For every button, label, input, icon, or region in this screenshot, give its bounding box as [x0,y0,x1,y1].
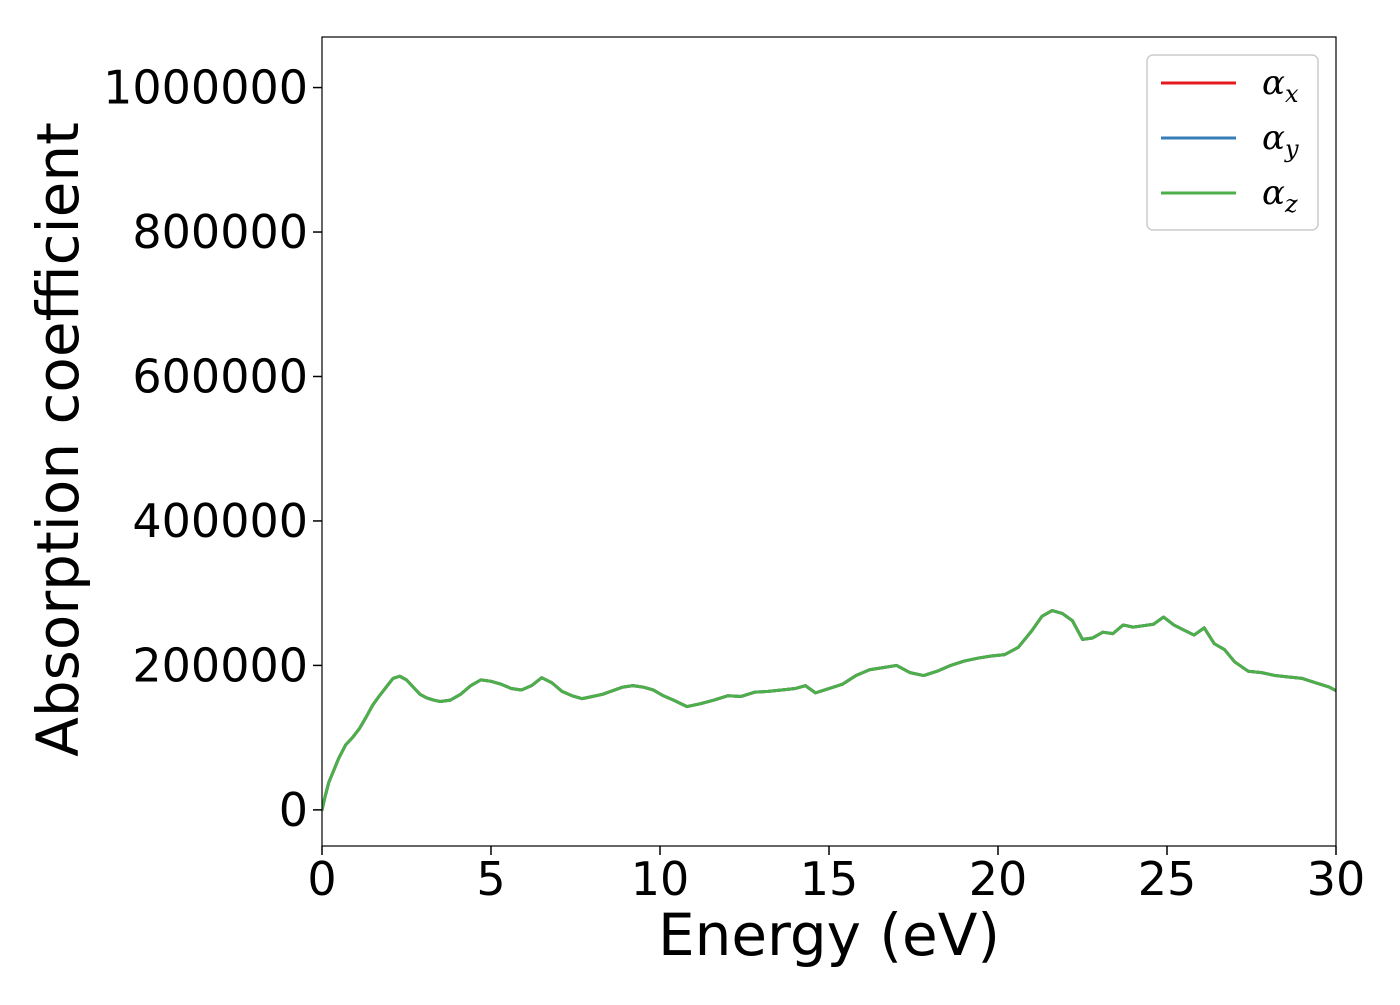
series-line-z [322,609,1336,812]
x-tick-label: 15 [800,852,859,906]
y-axis-title: Absorption coefficient [24,122,92,757]
legend-subscript: x [1285,80,1299,108]
series-layer [322,609,1336,812]
legend-symbol: α [1262,63,1285,103]
y-tick-label: 400000 [132,494,308,548]
x-tick-label: 25 [1138,852,1197,906]
y-tick-label: 800000 [132,205,308,259]
legend-box [1146,54,1319,231]
legend-subscript: z [1284,190,1298,218]
x-axis-ticks: 0 5 10 15 20 25 30 [307,846,1365,906]
x-tick-label: 20 [969,852,1028,906]
x-tick-label: 30 [1307,852,1366,906]
y-tick-label: 600000 [132,349,308,403]
x-tick-label: 10 [631,852,690,906]
y-tick-label: 200000 [132,638,308,692]
legend-symbol: α [1262,173,1285,213]
y-axis-ticks: 0 200000 400000 600000 800000 1000000 [103,61,322,837]
legend-symbol: α [1262,118,1285,158]
x-tick-label: 0 [307,852,336,906]
x-axis-title: Energy (eV) [658,901,1000,969]
legend-subscript: y [1284,135,1299,163]
legend-label-z: αz [1262,173,1298,218]
y-tick-label: 0 [279,783,308,837]
y-tick-label: 1000000 [103,61,308,115]
legend-label-y: αy [1262,118,1299,163]
legend-label-x: αx [1262,63,1299,108]
x-tick-label: 5 [476,852,505,906]
